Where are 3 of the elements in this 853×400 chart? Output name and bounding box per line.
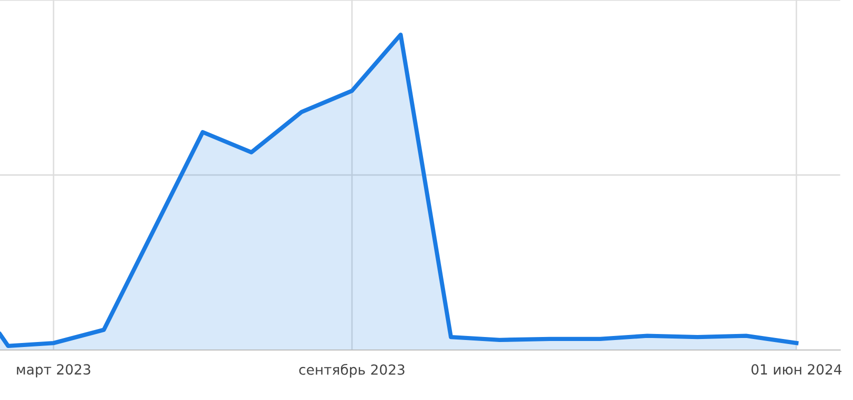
x-tick-label: сентябрь 2023 [299, 364, 404, 378]
x-tick-label: 01 июн 2024 [752, 364, 842, 375]
x-tick-label: март 2023 [16, 364, 90, 378]
